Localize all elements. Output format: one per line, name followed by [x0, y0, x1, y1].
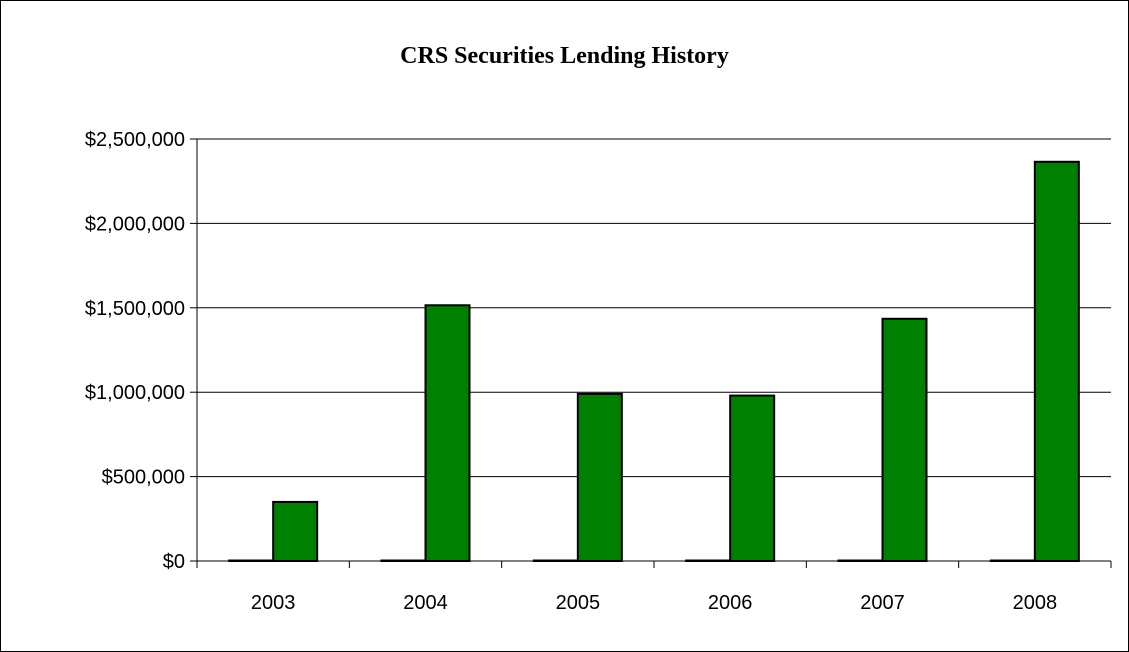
y-tick-label: $2,500,000	[85, 129, 185, 151]
bar-2003-series-2	[272, 500, 319, 563]
axes	[190, 138, 1112, 568]
chart-title: CRS Securities Lending History	[400, 43, 729, 69]
x-tick-label: 2004	[403, 592, 448, 614]
y-tick-label: $500,000	[102, 467, 185, 489]
y-tick-label: $0	[163, 551, 185, 573]
bar-2005-series-2	[576, 392, 623, 562]
bar-2008-series-2	[1033, 160, 1080, 562]
bar-2007-series-2	[881, 317, 928, 562]
bars	[228, 160, 1080, 563]
x-tick-label: 2005	[556, 592, 601, 614]
bar-2008-series-1	[989, 559, 1036, 562]
y-tick-label: $2,000,000	[85, 213, 185, 235]
tick-labels: $0 $500,000 $1,000,000 $1,500,000 $2,000,000…	[85, 129, 1057, 614]
bar-2006-series-2	[729, 394, 776, 562]
gridlines	[197, 138, 1111, 478]
y-tick-label: $1,000,000	[85, 382, 185, 404]
bar-2006-series-1	[685, 559, 732, 562]
bar-2004-series-2	[424, 304, 471, 562]
bar-2007-series-1	[837, 559, 884, 562]
bar-2003-series-1	[228, 559, 275, 562]
x-tick-label: 2006	[708, 592, 753, 614]
x-tick-label: 2003	[251, 592, 296, 614]
x-tick-label: 2007	[860, 592, 905, 614]
x-tick-label: 2008	[1013, 592, 1058, 614]
bar-2005-series-1	[532, 559, 579, 562]
bar-2004-series-1	[380, 559, 427, 562]
y-tick-label: $1,500,000	[85, 298, 185, 320]
